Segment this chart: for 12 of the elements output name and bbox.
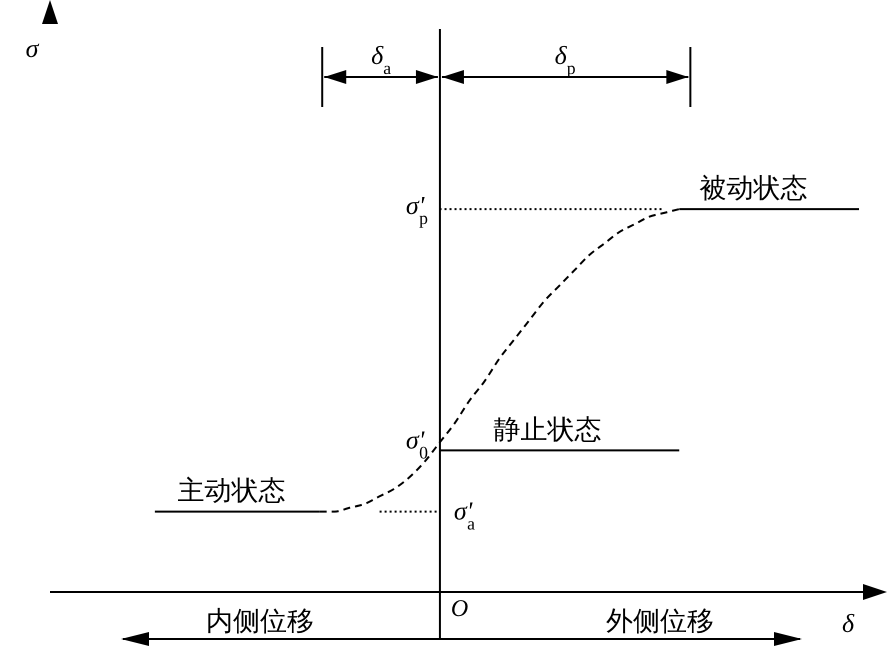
text: 内侧位移 bbox=[206, 606, 314, 636]
series-label: 被动状态 bbox=[700, 173, 808, 204]
annotation: σ'$_{a}$ bbox=[454, 496, 476, 534]
annotation: σ'$_{0}$ bbox=[406, 425, 428, 462]
annotation: σ'$_{p}$ bbox=[406, 191, 428, 228]
text: δ$_{a}$ bbox=[371, 41, 392, 78]
text: O bbox=[450, 596, 468, 622]
series-label: 静止状态 bbox=[494, 414, 602, 444]
series-label: 主动状态 bbox=[177, 476, 286, 506]
text: σ bbox=[26, 34, 40, 63]
x-axis-title: δ bbox=[842, 609, 855, 638]
text: 外侧位移 bbox=[606, 606, 714, 636]
